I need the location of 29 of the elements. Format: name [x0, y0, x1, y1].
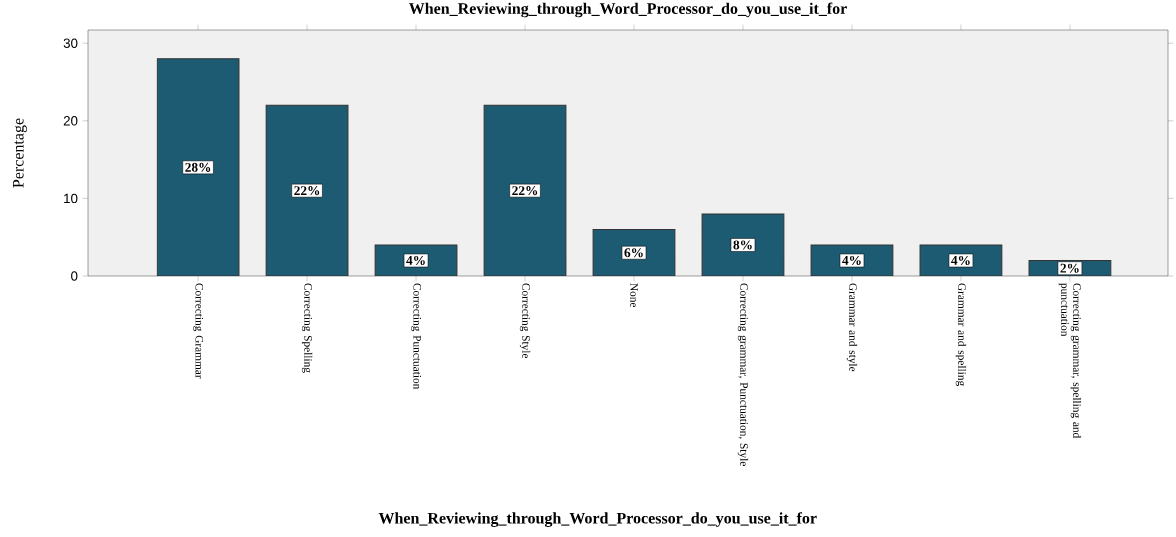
- x-tick-label: Correcting Style: [519, 283, 531, 359]
- data-label: 22%: [294, 186, 320, 196]
- chart-title: When_Reviewing_through_Word_Processor_do_you_use_it_for: [408, 2, 847, 18]
- x-tick-label: Correcting Spelling: [301, 283, 313, 373]
- data-label: 4%: [951, 255, 970, 265]
- y-tick-label: 10: [64, 193, 78, 204]
- bar: [484, 105, 566, 277]
- data-label: 22%: [512, 186, 538, 196]
- x-axis-title: When_Reviewing_through_Word_Processor_do_you_use_it_for: [378, 512, 817, 527]
- x-tick-label: Correcting Grammar: [193, 283, 204, 379]
- x-tick-label: Correcting Punctuation: [411, 283, 422, 390]
- y-tick-label: 30: [63, 38, 78, 48]
- x-tick-label: Correcting grammar, spelling and punctuation: [1058, 283, 1082, 439]
- data-label: 4%: [842, 255, 861, 265]
- data-label: 28%: [185, 162, 211, 172]
- data-label: 8%: [733, 240, 752, 250]
- x-tick-label: None: [630, 283, 638, 308]
- data-label: 4%: [406, 255, 425, 265]
- data-label: 2%: [1060, 263, 1079, 273]
- bar: [702, 213, 784, 277]
- data-label: 6%: [624, 248, 643, 258]
- x-tick-label: Correcting grammar, Punctuation, Style: [737, 283, 749, 466]
- x-tick-label: Grammar and spelling: [955, 283, 967, 386]
- y-axis-title: Percentage: [13, 118, 27, 188]
- bar: [266, 105, 348, 277]
- bar: [157, 58, 239, 277]
- y-tick-label: 20: [63, 116, 78, 126]
- y-tick-label: 0: [71, 271, 78, 281]
- x-tick-label: Grammar and style: [846, 283, 858, 372]
